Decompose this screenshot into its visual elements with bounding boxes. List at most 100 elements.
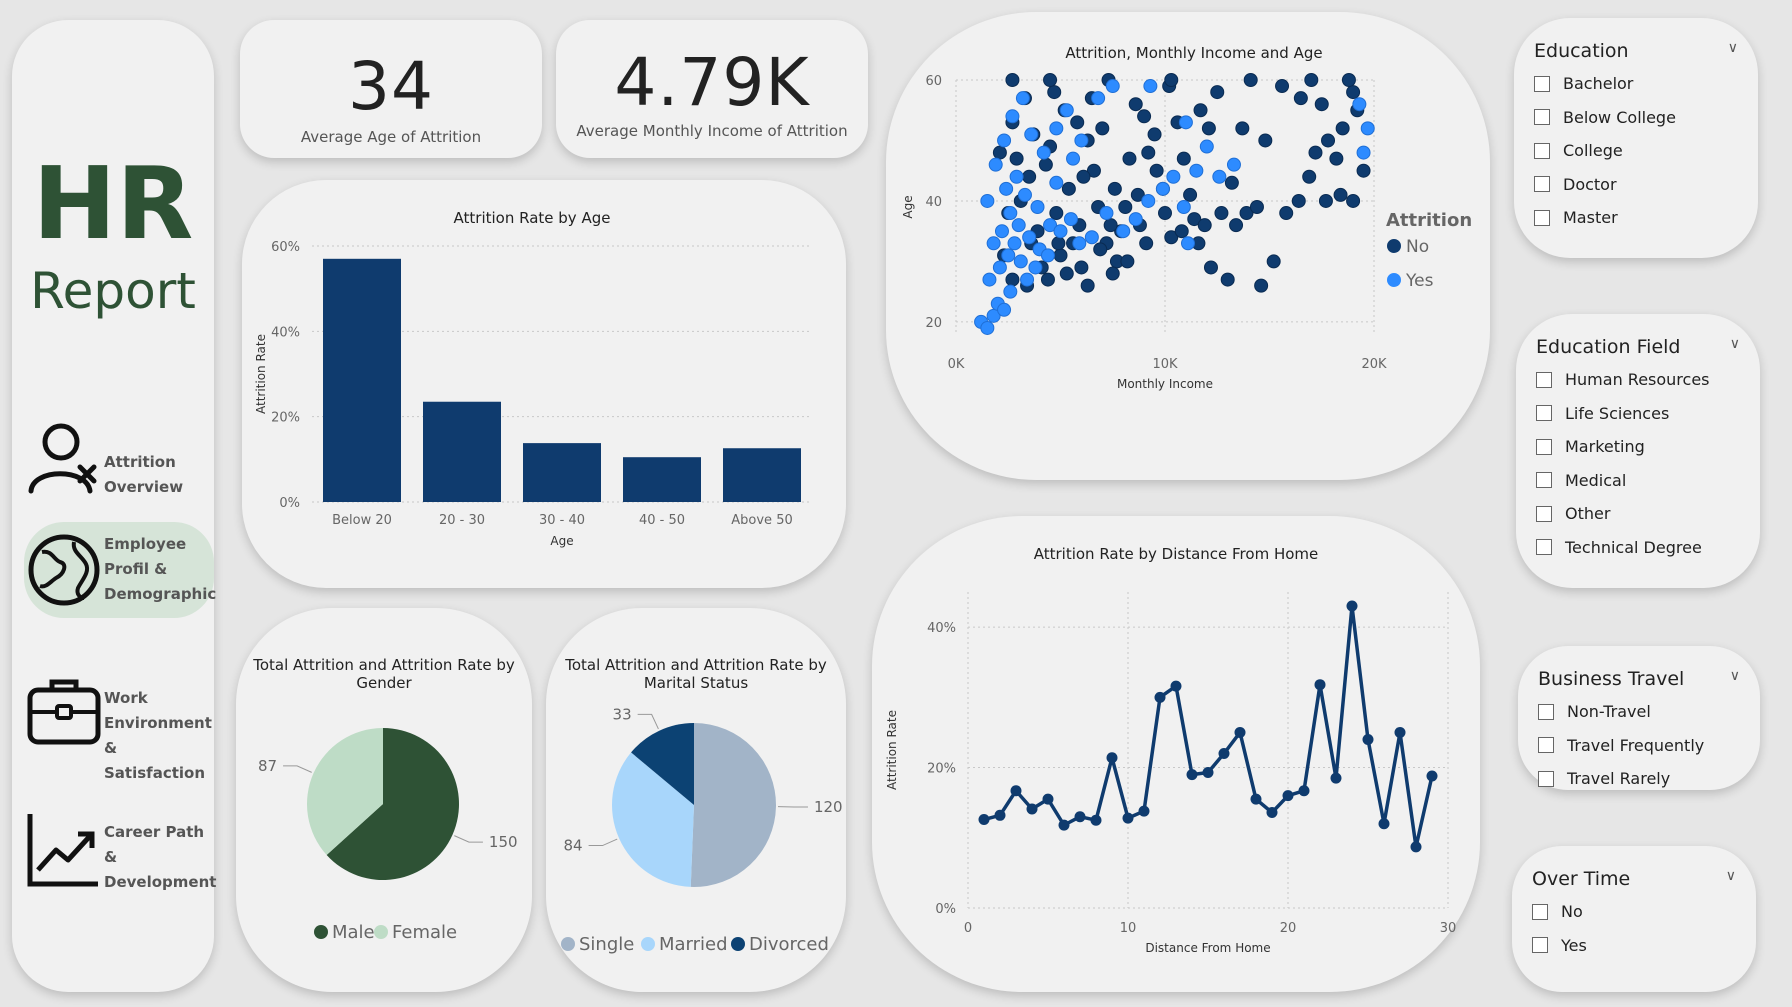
chart-title: Attrition, Monthly Income and Age — [1065, 44, 1322, 62]
kpi-average-income-value: 4.79K — [614, 44, 810, 121]
chevron-down-icon[interactable]: ∨ — [1729, 336, 1740, 352]
checkbox[interactable] — [1534, 109, 1550, 125]
report-title: HR — [32, 145, 194, 262]
education-field-slicer[interactable]: Education Field ∨ Human Resources Life Scie… — [1516, 314, 1760, 588]
gender-pie-card: Total Attrition and Attrition Rate by Gen… — [236, 608, 532, 992]
slicer-option-label: Medical — [1565, 470, 1627, 490]
slicer-option-label: Non-Travel — [1567, 702, 1651, 721]
slicer-option-label: Yes — [1561, 935, 1587, 955]
checkbox[interactable] — [1534, 176, 1550, 192]
kpi-average-age-value: 34 — [348, 48, 434, 125]
checkbox[interactable] — [1534, 142, 1550, 159]
line-point — [1074, 811, 1086, 823]
slicer-option[interactable]: No — [1532, 902, 1583, 921]
checkbox[interactable] — [1538, 703, 1554, 720]
scatter-point — [1180, 236, 1195, 251]
checkbox[interactable] — [1538, 737, 1554, 753]
scatter-point — [1080, 278, 1095, 293]
slicer-option[interactable]: Travel Rarely — [1538, 769, 1670, 788]
checkbox[interactable] — [1534, 209, 1550, 226]
education-slicer[interactable]: Education ∨ Bachelor Below College College Do… — [1514, 18, 1758, 258]
slicer-option[interactable]: Life Sciences — [1536, 404, 1669, 423]
distance-line-card: Attrition Rate by Distance From Home 0% 20… — [872, 516, 1480, 992]
nav-attrition-overview-label: Attrition Overview — [104, 453, 184, 496]
pie-slice — [631, 723, 694, 805]
chevron-down-icon[interactable]: ∨ — [1727, 40, 1738, 56]
slicer-option[interactable]: Medical — [1536, 471, 1626, 490]
checkbox[interactable] — [1536, 405, 1552, 421]
slicer-option[interactable]: Bachelor — [1534, 74, 1633, 93]
pie-data-label: 120 — [814, 798, 843, 816]
nav-employee-profile[interactable]: Employee Profil & Demographic — [24, 522, 216, 618]
checkbox[interactable] — [1532, 903, 1548, 920]
slicer-option[interactable]: Master — [1534, 208, 1618, 227]
scatter-point — [1346, 193, 1361, 208]
slicer-option[interactable]: Marketing — [1536, 437, 1645, 456]
scatter-point — [1007, 236, 1022, 251]
scatter-point — [1139, 236, 1154, 251]
scatter-point — [1254, 278, 1269, 293]
chevron-down-icon[interactable]: ∨ — [1729, 668, 1740, 684]
slicer-option[interactable]: Travel Frequently — [1538, 736, 1704, 755]
scatter-point — [1166, 169, 1181, 184]
checkbox[interactable] — [1536, 438, 1552, 455]
y-tick-label: 20 — [925, 316, 942, 331]
scatter-point — [1201, 121, 1216, 136]
series-line — [983, 604, 1434, 849]
chart-title: Total Attrition and Attrition Rate by — [564, 656, 827, 674]
line-point — [1394, 726, 1406, 738]
scatter-point — [1143, 79, 1158, 94]
checkbox[interactable] — [1532, 937, 1548, 953]
y-tick-label: 20% — [927, 762, 956, 777]
y-tick-label: 20% — [271, 411, 300, 426]
nav-attrition-overview[interactable]: Attrition Overview — [24, 418, 214, 514]
legend-label: Married — [659, 934, 728, 955]
legend-title: Attrition — [1386, 210, 1472, 231]
slicer-option-label: College — [1563, 141, 1623, 160]
checkbox[interactable] — [1536, 505, 1552, 522]
nav-career-path[interactable]: Career Path & Development — [24, 804, 216, 900]
business-travel-slicer[interactable]: Business Travel ∨ Non-Travel Travel Frequen… — [1518, 646, 1760, 790]
checkbox[interactable] — [1538, 770, 1554, 787]
line-point — [1378, 818, 1390, 830]
over-time-slicer[interactable]: Over Time ∨ No Yes — [1512, 846, 1756, 992]
slicer-option[interactable]: Below College — [1534, 108, 1676, 127]
pie-leader-line — [588, 838, 618, 847]
scatter-point — [1212, 169, 1227, 184]
x-axis-title: Distance From Home — [1145, 941, 1270, 955]
scatter-point — [1174, 224, 1189, 239]
slicer-option[interactable]: Technical Degree — [1536, 538, 1702, 557]
checkbox[interactable] — [1536, 472, 1552, 488]
scatter-point — [1335, 121, 1350, 136]
slicer-option[interactable]: College — [1534, 141, 1623, 160]
slicer-option[interactable]: Doctor — [1534, 175, 1617, 194]
x-axis-title: Age — [550, 534, 573, 548]
chevron-down-icon[interactable]: ∨ — [1725, 868, 1736, 884]
slicer-option[interactable]: Yes — [1532, 936, 1587, 955]
pie-leader-line — [637, 713, 659, 730]
checkbox[interactable] — [1536, 371, 1552, 388]
scatter-point — [1116, 224, 1131, 239]
marital-pie-chart: Total Attrition and Attrition Rate by Mar… — [561, 656, 843, 955]
scatter-point — [1266, 254, 1281, 269]
line-point — [1218, 748, 1230, 760]
scatter-point — [1189, 163, 1204, 178]
nav-work-environment[interactable]: Work Environment & Satisfaction — [24, 670, 214, 782]
checkbox[interactable] — [1536, 539, 1552, 555]
scatter-point — [1107, 181, 1122, 196]
scatter-point — [1074, 133, 1089, 148]
slicer-option[interactable]: Non-Travel — [1538, 702, 1651, 721]
scatter-point — [1239, 206, 1254, 221]
scatter-point — [1229, 218, 1244, 233]
slicer-option-label: Human Resources — [1565, 370, 1710, 389]
scatter-point — [992, 260, 1007, 275]
slicer-option[interactable]: Other — [1536, 504, 1610, 523]
checkbox[interactable] — [1534, 75, 1550, 92]
scatter-point — [1164, 73, 1179, 87]
x-tick-label: 0K — [948, 357, 965, 372]
slicer-option[interactable]: Human Resources — [1536, 370, 1710, 389]
scatter-point — [1030, 200, 1045, 214]
legend-label: Divorced — [749, 934, 829, 955]
slicer-option-label: Technical Degree — [1565, 537, 1702, 557]
scatter-point — [982, 272, 997, 287]
